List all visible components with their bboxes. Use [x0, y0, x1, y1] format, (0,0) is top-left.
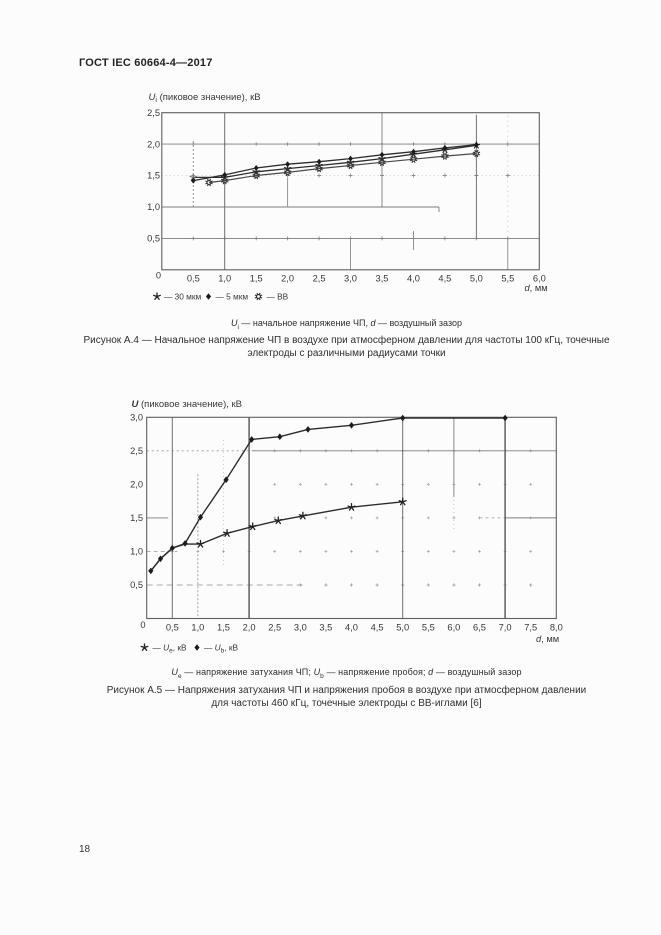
svg-text:5,5: 5,5 [501, 274, 514, 284]
svg-text:0,5: 0,5 [147, 234, 160, 244]
svg-text:— 5 мкм: — 5 мкм [216, 292, 249, 302]
svg-text:2,0: 2,0 [243, 623, 256, 633]
svg-text:1,5: 1,5 [147, 171, 160, 181]
svg-text:7,0: 7,0 [499, 623, 512, 633]
svg-text:6,0: 6,0 [533, 274, 546, 284]
svg-text:0: 0 [156, 271, 161, 281]
svg-text:— ВВ: — ВВ [267, 292, 289, 302]
svg-text:8,0: 8,0 [550, 623, 563, 633]
svg-text:3,0: 3,0 [130, 413, 143, 423]
svg-text:2,0: 2,0 [130, 480, 143, 490]
svg-text:4,5: 4,5 [438, 274, 451, 284]
svg-text:2,5: 2,5 [313, 274, 326, 284]
svg-text:1,0: 1,0 [191, 623, 204, 633]
svg-text:4,0: 4,0 [345, 623, 358, 633]
svg-text:— Ub, кВ: — Ub, кВ [204, 643, 238, 655]
svg-text:U (пиковое значение), кВ: U (пиковое значение), кВ [132, 399, 243, 410]
svg-text:3,0: 3,0 [294, 623, 307, 633]
svg-text:5,5: 5,5 [422, 623, 435, 633]
svg-text:5,0: 5,0 [396, 623, 409, 633]
svg-text:6,0: 6,0 [447, 623, 460, 633]
svg-text:1,0: 1,0 [130, 547, 143, 557]
svg-text:0,5: 0,5 [130, 580, 143, 590]
svg-text:— 30 мкм: — 30 мкм [164, 292, 201, 302]
svg-text:1,5: 1,5 [130, 513, 143, 523]
svg-text:6,5: 6,5 [473, 623, 486, 633]
svg-text:2,5: 2,5 [130, 446, 143, 456]
svg-text:1,0: 1,0 [147, 202, 160, 212]
svg-text:0,5: 0,5 [166, 623, 179, 633]
svg-text:d, мм: d, мм [536, 634, 559, 644]
svg-text:2,0: 2,0 [281, 274, 294, 284]
svg-text:1,5: 1,5 [217, 623, 230, 633]
svg-text:d, мм: d, мм [525, 283, 548, 293]
svg-text:0,5: 0,5 [187, 274, 200, 284]
svg-text:3,0: 3,0 [344, 274, 357, 284]
svg-text:1,5: 1,5 [250, 274, 263, 284]
svg-text:2,5: 2,5 [147, 108, 160, 118]
svg-text:4,0: 4,0 [407, 274, 420, 284]
svg-text:3,5: 3,5 [319, 623, 332, 633]
svg-text:3,5: 3,5 [376, 274, 389, 284]
svg-text:0: 0 [140, 620, 145, 630]
svg-text:4,5: 4,5 [371, 623, 384, 633]
svg-text:Ui (пиковое значение), кВ: Ui (пиковое значение), кВ [149, 92, 261, 104]
svg-text:5,0: 5,0 [470, 274, 483, 284]
svg-text:2,0: 2,0 [147, 139, 160, 149]
svg-text:2,5: 2,5 [268, 623, 281, 633]
svg-text:1,0: 1,0 [218, 274, 231, 284]
svg-text:7,5: 7,5 [524, 623, 537, 633]
svg-text:— Ue, кВ: — Ue, кВ [153, 643, 187, 655]
